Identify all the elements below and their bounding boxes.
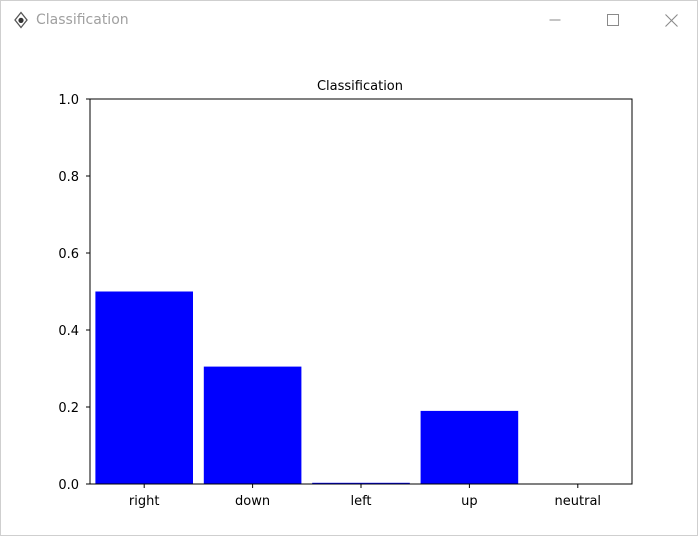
y-tick-label: 0.8	[58, 170, 79, 185]
close-button[interactable]	[642, 1, 698, 39]
y-axis: 0.0 0.2 0.4 0.6 0.8 1.0	[58, 93, 90, 493]
y-tick-label: 0.4	[58, 324, 79, 339]
window-title: Classification	[36, 12, 129, 28]
y-tick-label: 0.6	[58, 247, 79, 262]
bars-group	[95, 291, 519, 484]
maximize-button[interactable]	[584, 1, 642, 39]
x-tick-label: left	[350, 494, 371, 509]
bar-down	[203, 366, 302, 484]
y-tick-label: 1.0	[58, 93, 79, 108]
y-tick-label: 0.2	[58, 401, 79, 416]
y-tick-label: 0.0	[58, 478, 79, 493]
maximize-icon	[607, 14, 619, 26]
minimize-button[interactable]	[526, 1, 584, 39]
bar-up	[420, 410, 519, 484]
app-logo-icon	[14, 11, 28, 29]
bar-right	[95, 291, 193, 484]
bar-chart: Classification 0.0 0.2 0.4 0.6 0.8 1.0 right d…	[58, 79, 633, 509]
plot-frame	[89, 98, 633, 485]
x-tick-label: up	[461, 494, 478, 509]
title-bar[interactable]: Classification	[1, 1, 697, 39]
close-icon	[664, 13, 678, 27]
figure-canvas: Classification 0.0 0.2 0.4 0.6 0.8 1.0 right d…	[1, 39, 697, 535]
bar-left	[312, 482, 410, 484]
x-tick-label: down	[235, 494, 270, 509]
x-tick-label: neutral	[555, 494, 602, 509]
minimize-icon	[549, 19, 561, 21]
chart-title: Classification	[317, 79, 403, 94]
x-axis: right down left up neutral	[129, 484, 601, 509]
x-tick-label: right	[129, 494, 160, 509]
